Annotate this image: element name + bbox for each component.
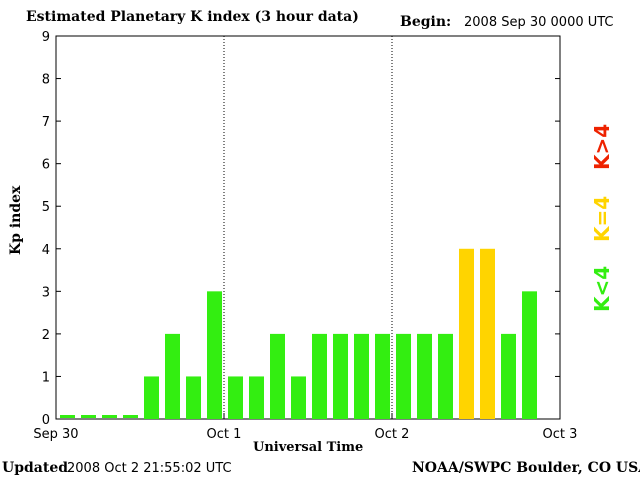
kp-bar bbox=[501, 333, 516, 419]
y-tick-label: 5 bbox=[42, 200, 50, 215]
y-tick-label: 9 bbox=[42, 30, 50, 45]
x-axis-label: Universal Time bbox=[253, 440, 364, 455]
kp-bar bbox=[249, 376, 264, 419]
legend-k-greater-4: K>4 bbox=[590, 123, 614, 170]
plot-frame bbox=[55, 35, 561, 420]
kp-bar bbox=[81, 415, 96, 418]
kp-bar bbox=[354, 333, 369, 419]
y-tick-label: 4 bbox=[42, 243, 50, 258]
y-tick-label: 6 bbox=[42, 158, 50, 173]
kp-bar bbox=[144, 376, 159, 419]
kp-bar bbox=[438, 333, 453, 419]
x-tick-label: Oct 2 bbox=[375, 427, 410, 442]
kp-bar bbox=[417, 333, 432, 419]
begin-value: 2008 Sep 30 0000 UTC bbox=[464, 15, 614, 30]
kp-bar bbox=[480, 248, 495, 419]
x-tick-label: Oct 1 bbox=[207, 427, 242, 442]
kp-bar bbox=[270, 333, 285, 419]
chart-title: Estimated Planetary K index (3 hour data… bbox=[26, 9, 359, 25]
kp-bar bbox=[228, 376, 243, 419]
kp-bar bbox=[165, 333, 180, 419]
begin-label: Begin: bbox=[400, 14, 452, 30]
legend-k-equal-4: K=4 bbox=[590, 195, 614, 242]
kp-bar bbox=[102, 415, 117, 418]
kp-bar bbox=[375, 333, 390, 419]
y-tick-label: 8 bbox=[42, 73, 50, 88]
kp-bar bbox=[312, 333, 327, 419]
kp-bar bbox=[333, 333, 348, 419]
kp-bar bbox=[459, 248, 474, 419]
legend-k-less-4: K<4 bbox=[590, 265, 614, 312]
kp-bar bbox=[522, 291, 537, 419]
kp-bar bbox=[60, 415, 75, 418]
updated-value: 2008 Oct 2 21:55:02 UTC bbox=[67, 461, 232, 476]
kp-bar bbox=[291, 376, 306, 419]
y-tick-label: 3 bbox=[42, 285, 50, 300]
x-tick-label: Oct 3 bbox=[543, 427, 578, 442]
source-credit: NOAA/SWPC Boulder, CO USA bbox=[412, 460, 640, 476]
kp-bar bbox=[186, 376, 201, 419]
y-axis-label: Kp index bbox=[8, 185, 24, 255]
kp-bar bbox=[396, 333, 411, 419]
y-tick-label: 2 bbox=[42, 328, 50, 343]
updated-label: Updated bbox=[2, 460, 69, 476]
kp-bar bbox=[207, 291, 222, 419]
y-tick-label: 7 bbox=[42, 115, 50, 130]
y-tick-label: 1 bbox=[42, 370, 50, 385]
y-tick-label: 0 bbox=[42, 413, 50, 428]
kp-bar bbox=[123, 415, 138, 418]
x-tick-label: Sep 30 bbox=[33, 427, 78, 442]
